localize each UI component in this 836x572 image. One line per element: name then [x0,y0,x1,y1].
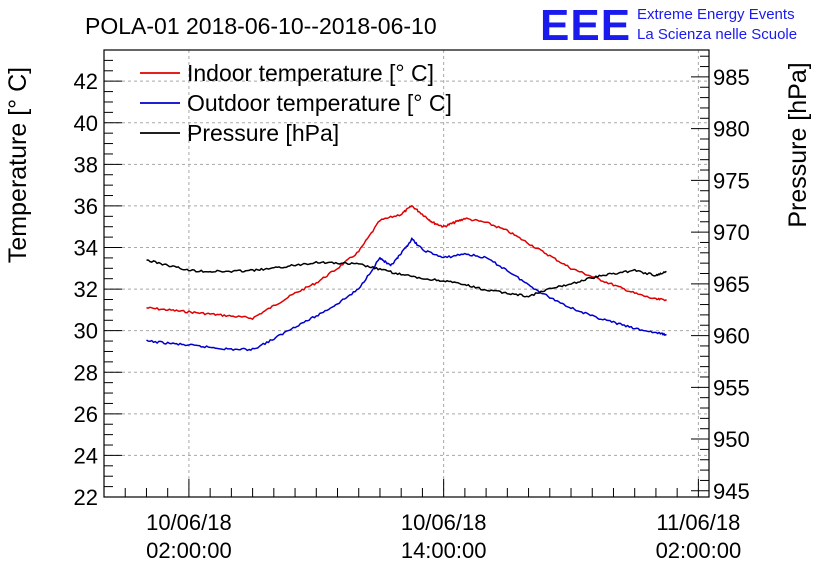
left-tick-label: 42 [74,69,98,94]
left-tick-label: 36 [74,194,98,219]
x-tick-label-date: 10/06/18 [401,510,487,535]
eee-logo: EEE Extreme Energy Events La Scienza nel… [540,1,797,50]
eee-logo-mark: EEE [540,1,631,50]
legend: Indoor temperature [° C] Outdoor temperat… [140,60,452,146]
x-tick-label-date: 10/06/18 [146,510,232,535]
right-tick-label: 965 [713,272,750,297]
axes: 22 24 26 28 30 32 34 36 38 40 42 945 950 955 960 965 970… [74,49,750,563]
right-tick-label: 950 [713,427,750,452]
chart-title: POLA-01 2018-06-10--2018-06-10 [85,13,437,39]
series-lines [146,205,668,352]
series-line-indoor-temperature [146,205,668,320]
series-line-pressure [146,259,667,298]
x-tick-label-time: 14:00:00 [401,538,487,563]
x-tick-label-time: 02:00:00 [146,538,232,563]
legend-label: Outdoor temperature [° C] [187,90,452,116]
left-tick-label: 34 [74,236,98,261]
right-tick-label: 970 [713,220,750,245]
series-line-outdoor-temperature [146,237,667,352]
left-tick-label: 26 [74,402,98,427]
grid [104,50,709,497]
y-axis-label-right: Pressure [hPa] [784,62,812,227]
legend-label: Indoor temperature [° C] [187,60,434,86]
left-tick-label: 32 [74,277,98,302]
left-tick-label: 40 [74,111,98,136]
left-tick-label: 28 [74,360,98,385]
left-tick-label: 22 [74,485,98,510]
left-tick-label: 38 [74,152,98,177]
left-tick-label: 24 [74,443,98,468]
right-tick-label: 975 [713,168,750,193]
x-tick-label-time: 02:00:00 [656,538,742,563]
right-tick-label: 960 [713,324,750,349]
eee-logo-line1: Extreme Energy Events [637,6,795,23]
eee-logo-line2: La Scienza nelle Scuole [637,26,797,43]
x-tick-label-date: 11/06/18 [656,510,740,535]
legend-label: Pressure [hPa] [187,120,339,146]
y-axis-label-left: Temperature [° C] [4,67,32,263]
right-tick-label: 955 [713,375,750,400]
left-tick-label: 30 [74,319,98,344]
right-tick-label: 945 [713,479,750,504]
right-tick-label: 985 [713,65,750,90]
right-tick-label: 980 [713,117,750,142]
